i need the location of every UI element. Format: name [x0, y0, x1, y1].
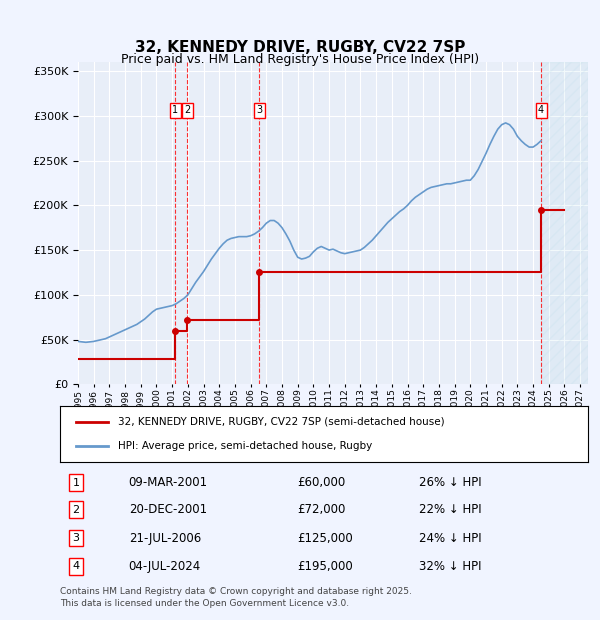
Text: 24% ↓ HPI: 24% ↓ HPI	[419, 531, 482, 544]
Text: 1: 1	[73, 477, 79, 488]
Text: HPI: Average price, semi-detached house, Rugby: HPI: Average price, semi-detached house,…	[118, 441, 373, 451]
Text: 3: 3	[256, 105, 262, 115]
Text: 09-MAR-2001: 09-MAR-2001	[128, 476, 208, 489]
Text: 32, KENNEDY DRIVE, RUGBY, CV22 7SP: 32, KENNEDY DRIVE, RUGBY, CV22 7SP	[135, 40, 465, 55]
Text: 3: 3	[73, 533, 79, 543]
Text: Price paid vs. HM Land Registry's House Price Index (HPI): Price paid vs. HM Land Registry's House …	[121, 53, 479, 66]
Text: 2: 2	[72, 505, 79, 515]
Text: £125,000: £125,000	[298, 531, 353, 544]
Text: £195,000: £195,000	[298, 560, 353, 573]
Text: 4: 4	[72, 561, 79, 571]
Text: £72,000: £72,000	[298, 503, 346, 516]
Text: 04-JUL-2024: 04-JUL-2024	[128, 560, 201, 573]
Text: 1: 1	[172, 105, 178, 115]
Text: 22% ↓ HPI: 22% ↓ HPI	[419, 503, 482, 516]
Text: 4: 4	[538, 105, 544, 115]
Text: 21-JUL-2006: 21-JUL-2006	[128, 531, 201, 544]
Text: Contains HM Land Registry data © Crown copyright and database right 2025.: Contains HM Land Registry data © Crown c…	[60, 587, 412, 596]
Text: 32% ↓ HPI: 32% ↓ HPI	[419, 560, 482, 573]
Text: This data is licensed under the Open Government Licence v3.0.: This data is licensed under the Open Gov…	[60, 598, 349, 608]
Text: 2: 2	[184, 105, 191, 115]
Bar	[541, 62, 588, 384]
Text: 26% ↓ HPI: 26% ↓ HPI	[419, 476, 482, 489]
Text: 32, KENNEDY DRIVE, RUGBY, CV22 7SP (semi-detached house): 32, KENNEDY DRIVE, RUGBY, CV22 7SP (semi…	[118, 417, 445, 427]
Text: 20-DEC-2001: 20-DEC-2001	[128, 503, 207, 516]
Text: £60,000: £60,000	[298, 476, 346, 489]
